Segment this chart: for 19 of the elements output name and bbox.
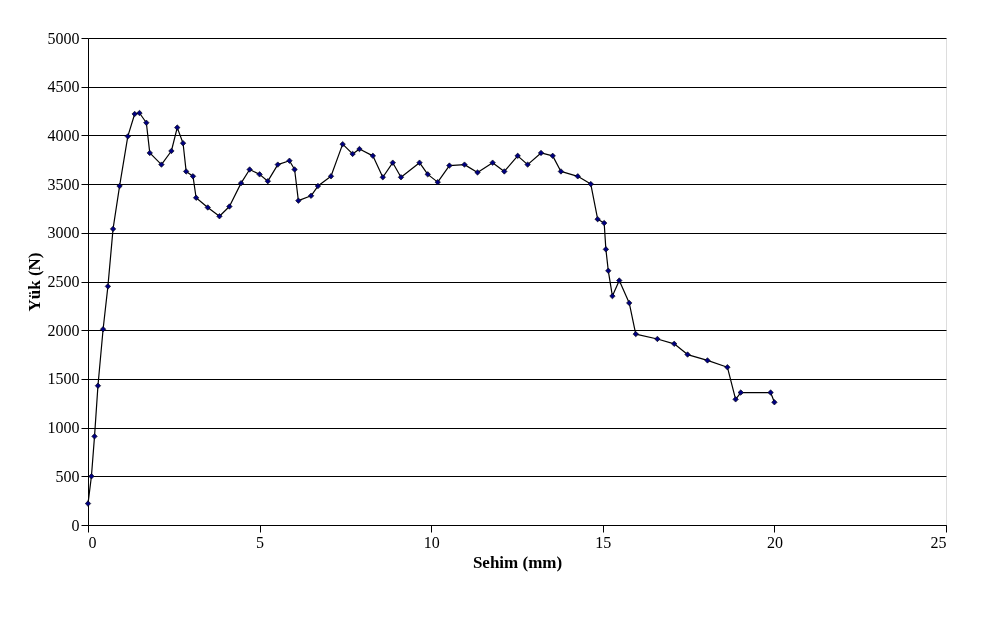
x-tick-label: 0 bbox=[88, 533, 97, 551]
y-tick-label: 2000 bbox=[47, 321, 80, 339]
x-tick-label: 25 bbox=[930, 533, 947, 551]
x-tick-label: 20 bbox=[766, 533, 783, 551]
y-tick-label: 500 bbox=[55, 467, 80, 485]
y-tick-label: 4000 bbox=[47, 126, 80, 144]
y-tick-label: 2500 bbox=[47, 273, 80, 290]
y-tick-label: 5000 bbox=[47, 29, 80, 47]
y-tick-label: 4500 bbox=[47, 78, 80, 96]
y-tick-label: 1500 bbox=[47, 370, 80, 388]
y-tick-label: 3000 bbox=[47, 224, 80, 242]
x-tick-label: 10 bbox=[423, 533, 440, 551]
y-tick-label: 3500 bbox=[47, 175, 80, 193]
y-axis-title: Yük (N) bbox=[24, 252, 44, 312]
x-axis-title: Sehim (mm) bbox=[472, 552, 563, 572]
x-tick-label: 5 bbox=[256, 533, 265, 551]
y-tick-label: 0 bbox=[71, 516, 80, 534]
x-tick-label: 15 bbox=[595, 533, 612, 551]
y-tick-label: 1000 bbox=[47, 419, 80, 437]
